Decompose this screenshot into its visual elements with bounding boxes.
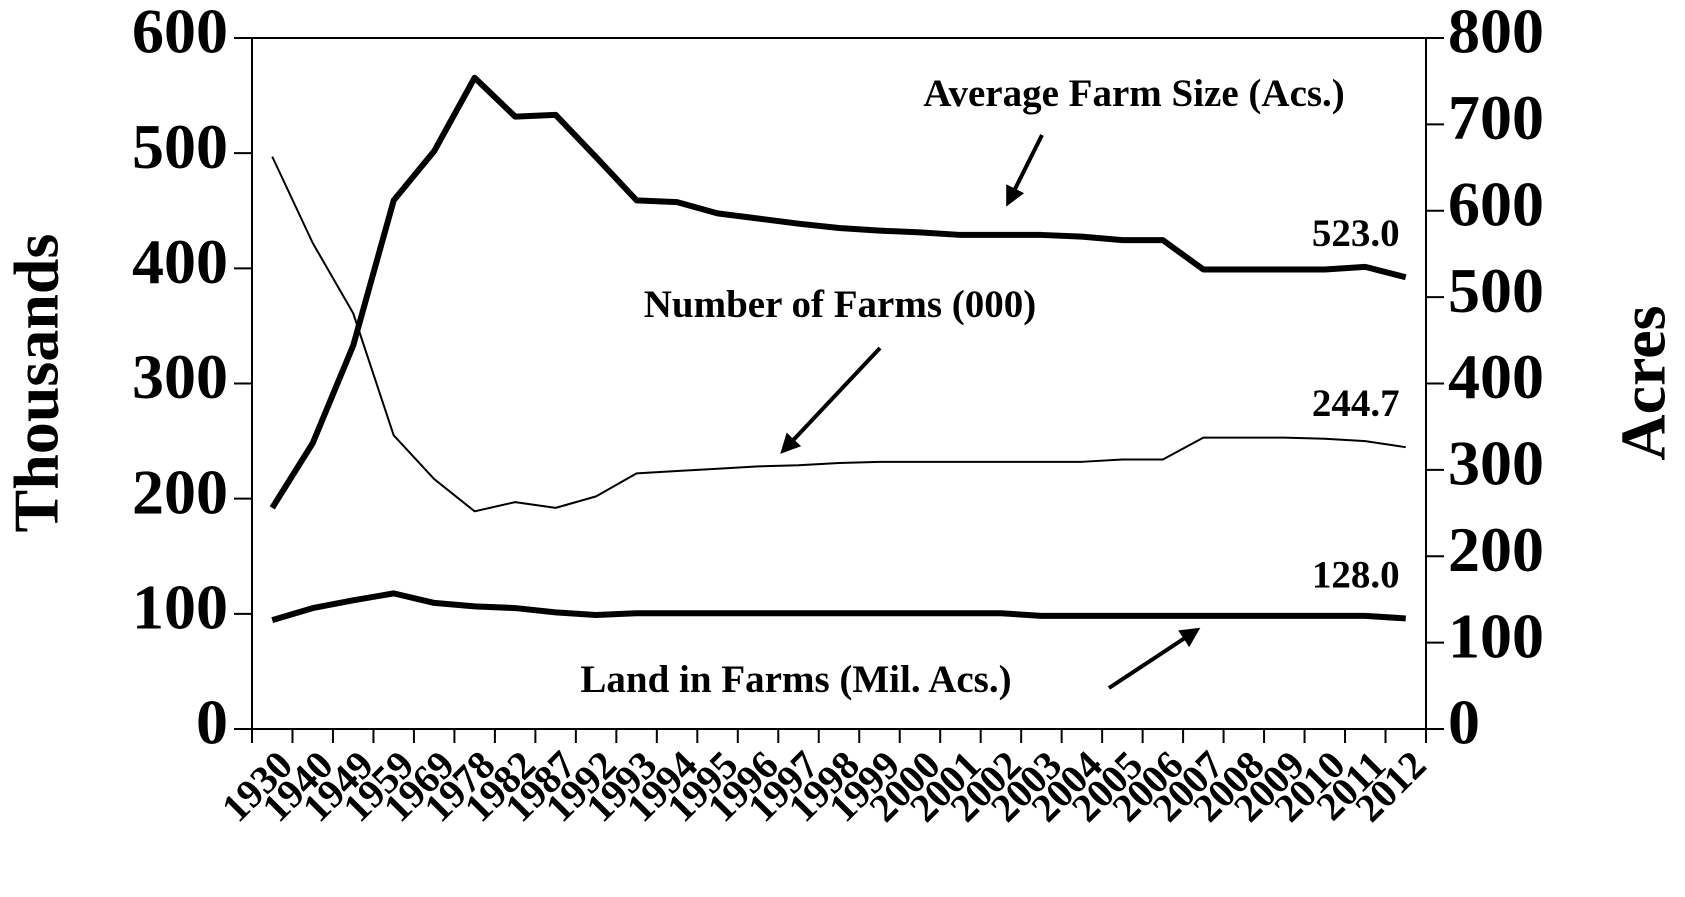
arrow: [780, 346, 882, 454]
y2-tick-label: 800: [1448, 0, 1544, 67]
y2-tick-label: 100: [1448, 600, 1544, 671]
y-tick-label: 500: [132, 111, 228, 182]
value-label: 523.0: [1312, 212, 1400, 255]
y-tick-label: 600: [132, 0, 228, 67]
y-tick-label: 0: [196, 687, 228, 758]
y-axis-title: Thousands: [1, 234, 72, 533]
series-label: Number of Farms (000): [644, 283, 1036, 326]
arrow: [1006, 134, 1044, 207]
value-label: 128.0: [1312, 553, 1400, 596]
y2-tick-label: 600: [1448, 168, 1544, 239]
series-label: Average Farm Size (Acs.): [923, 72, 1345, 115]
annotation-arrows: [780, 134, 1201, 690]
y-tick-label: 300: [132, 341, 228, 412]
y-tick-label: 400: [132, 226, 228, 297]
y2-tick-label: 500: [1448, 255, 1544, 326]
y2-tick-label: 400: [1448, 341, 1544, 412]
plot-frame: [251, 37, 1427, 730]
y2-tick-label: 0: [1448, 687, 1480, 758]
y2-axis-title: Acres: [1608, 305, 1679, 460]
series-line: [271, 590, 1406, 624]
y2-tick-label: 700: [1448, 82, 1544, 153]
series-line: [269, 74, 1407, 510]
series-label: Land in Farms (Mil. Acs.): [580, 658, 1011, 701]
y2-tick-label: 200: [1448, 514, 1544, 585]
arrow: [1107, 627, 1201, 690]
series-line: [271, 156, 1406, 513]
y2-tick-label: 300: [1448, 428, 1544, 499]
y-tick-label: 200: [132, 456, 228, 527]
value-label: 244.7: [1312, 382, 1400, 425]
y-tick-label: 100: [132, 572, 228, 643]
